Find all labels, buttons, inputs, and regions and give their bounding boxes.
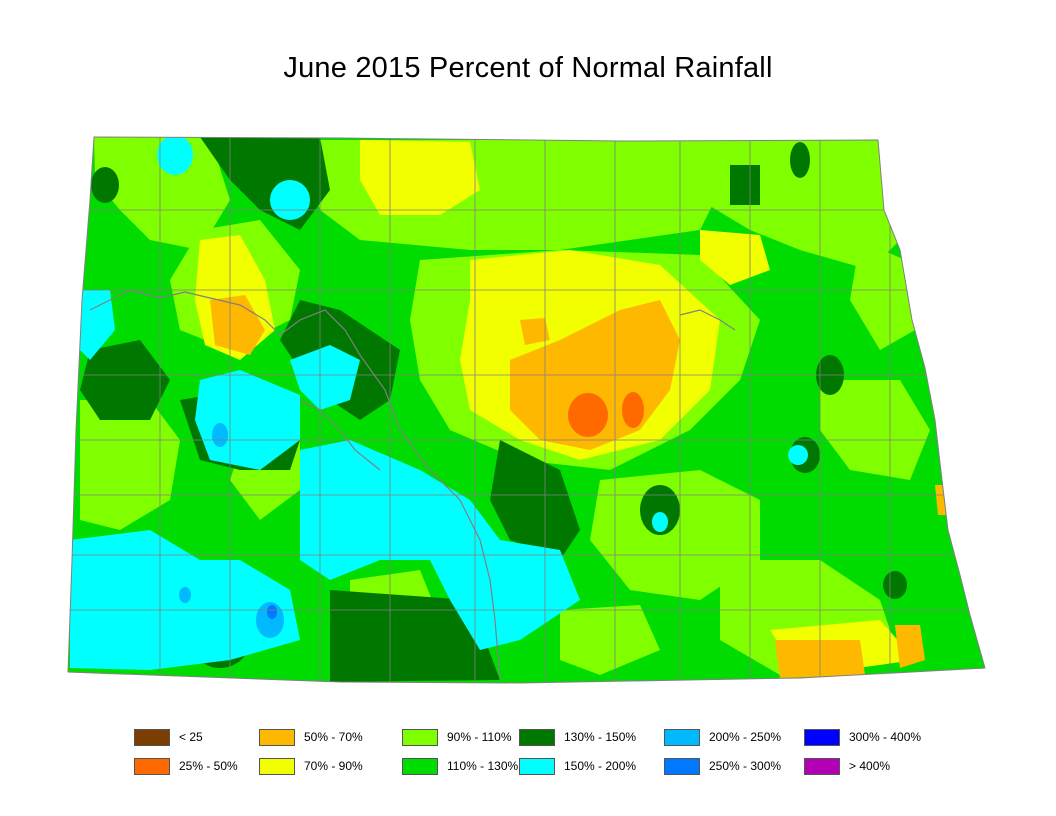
legend-swatch	[134, 728, 170, 746]
county-boundaries	[68, 137, 985, 683]
legend-item: 250% - 300%	[664, 757, 781, 775]
legend-item: 110% - 130%	[402, 757, 518, 775]
legend-swatch	[402, 757, 438, 775]
rainfall-fill	[68, 137, 985, 683]
zone-250-300	[267, 605, 277, 619]
legend-label: 90% - 110%	[447, 730, 512, 744]
legend-label: 130% - 150%	[564, 730, 637, 744]
zone-25-50	[568, 392, 644, 437]
map-title: June 2015 Percent of Normal Rainfall	[283, 52, 773, 84]
legend-item: 50% - 70%	[259, 728, 363, 746]
legend-swatch	[259, 757, 295, 775]
river-lines	[89, 289, 736, 681]
legend-label: 50% - 70%	[304, 730, 363, 744]
legend-item: 150% - 200%	[519, 757, 636, 775]
legend-item: 130% - 150%	[519, 728, 636, 746]
legend-label: 110% - 130%	[447, 759, 519, 773]
legend-swatch	[664, 728, 700, 746]
legend: < 25 25% - 50% 50% - 70% 70% - 90% 90% - 110…	[134, 728, 954, 778]
legend-label: 25% - 50%	[179, 759, 238, 773]
legend-label: 70% - 90%	[304, 759, 363, 773]
legend-swatch	[134, 757, 170, 775]
legend-swatch	[259, 728, 295, 746]
legend-swatch	[804, 757, 840, 775]
legend-item: 25% - 50%	[134, 757, 238, 775]
legend-label: > 400%	[849, 759, 891, 773]
legend-label: 150% - 200%	[564, 759, 637, 773]
legend-item: > 400%	[804, 757, 890, 775]
legend-item: 200% - 250%	[664, 728, 781, 746]
legend-label: 200% - 250%	[709, 730, 782, 744]
legend-item: < 25	[134, 728, 203, 746]
legend-swatch	[519, 728, 555, 746]
legend-item: 300% - 400%	[804, 728, 921, 746]
legend-swatch	[402, 728, 438, 746]
legend-label: 300% - 400%	[849, 730, 922, 744]
zone-200-250	[179, 423, 284, 638]
legend-label: < 25	[179, 730, 203, 744]
legend-swatch	[519, 757, 555, 775]
legend-swatch	[804, 728, 840, 746]
legend-item: 70% - 90%	[259, 757, 363, 775]
legend-item: 90% - 110%	[402, 728, 511, 746]
legend-label: 250% - 300%	[709, 759, 782, 773]
legend-swatch	[664, 757, 700, 775]
